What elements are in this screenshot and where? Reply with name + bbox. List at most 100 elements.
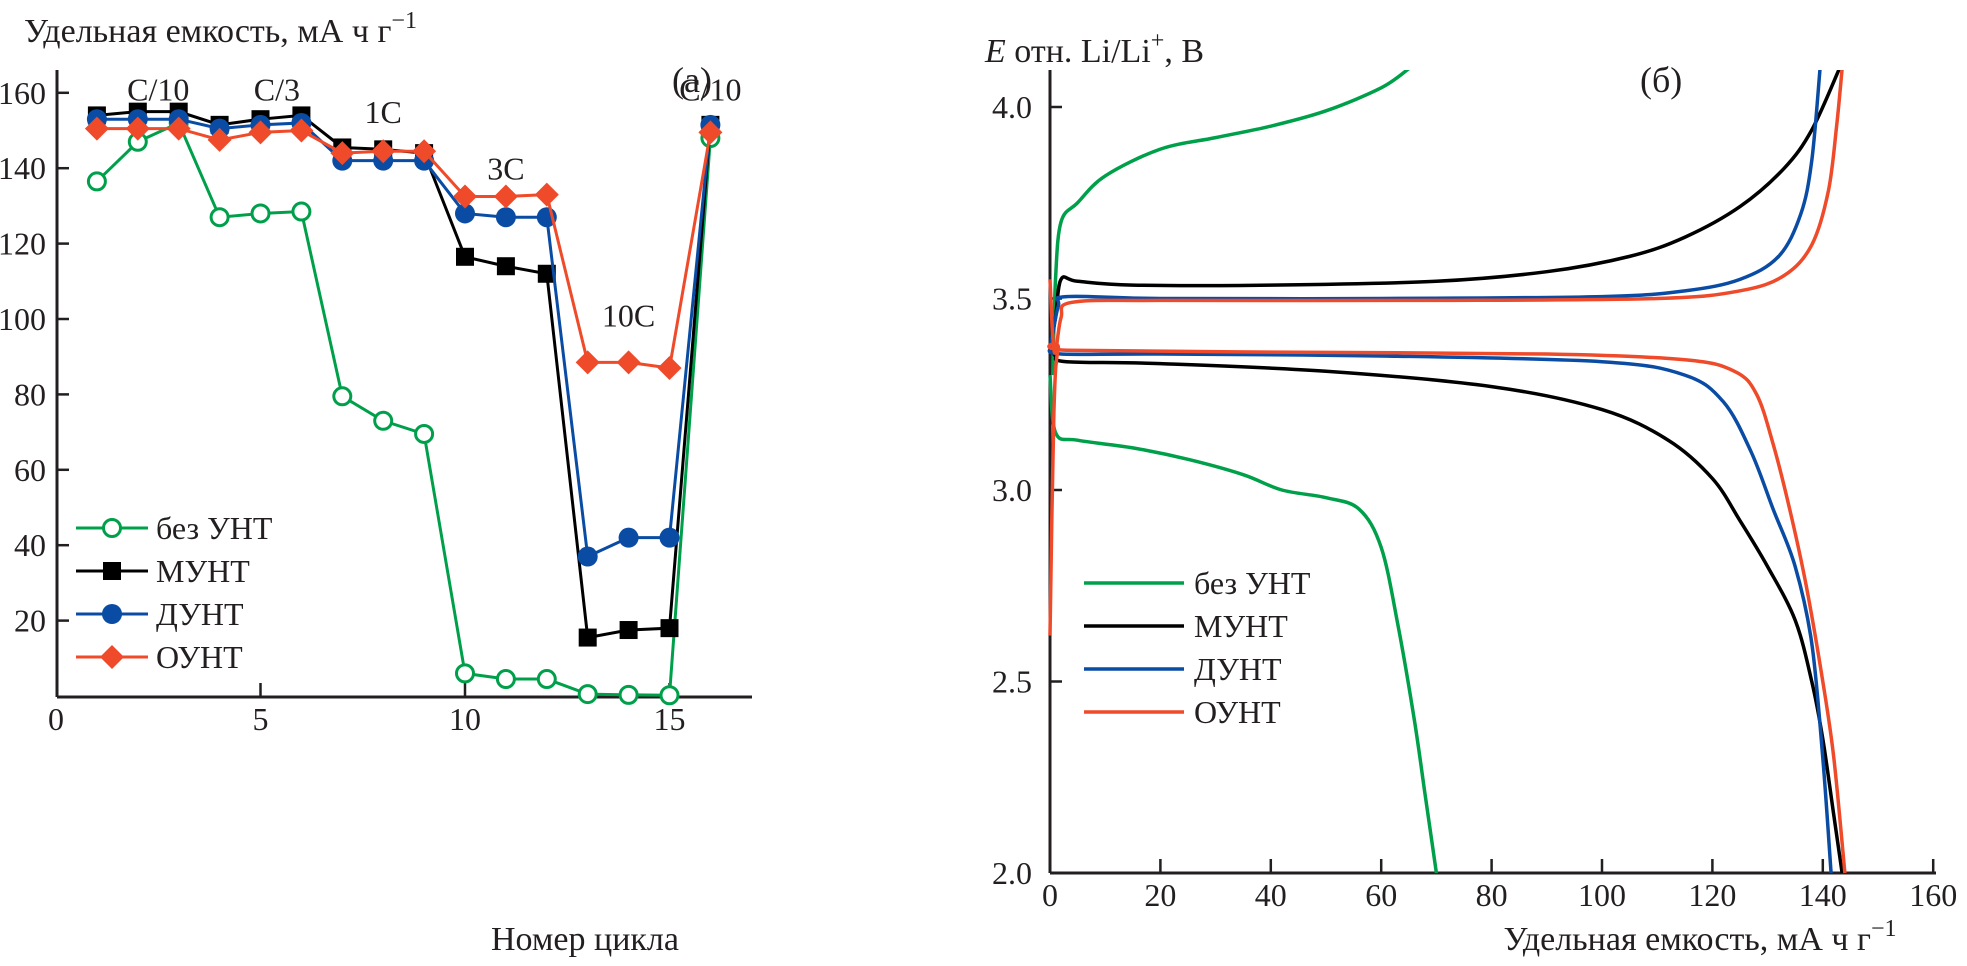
data-point: [209, 207, 230, 228]
panel-a-ylabel-sup: −1: [391, 8, 417, 34]
y-tick-label: 4.0: [992, 89, 1032, 125]
charge-curve: [1048, 70, 1844, 355]
data-point: [84, 116, 109, 141]
legend-item-оунт: ОУНТ: [1084, 694, 1281, 730]
data-point: [577, 546, 598, 567]
x-tick-label: 15: [654, 701, 686, 737]
data-point: [495, 669, 516, 690]
panel-a-xlabel: Номер цикла: [491, 921, 679, 958]
data-point: [698, 120, 723, 145]
y-tick-label: 2.0: [992, 855, 1032, 891]
data-point: [493, 184, 518, 209]
rate-annotation-c-10: C/10: [127, 71, 189, 107]
legend-label: МУНТ: [1194, 608, 1288, 644]
data-point: [86, 171, 107, 192]
legend-marker: [102, 518, 122, 538]
panel-a-rate-annotations: C/10 C/3 1C 3C 10C C/10: [127, 71, 741, 333]
panel-b-series: [1047, 70, 1847, 874]
panel-b-xlabel-sup: −1: [1871, 916, 1897, 942]
y-tick-label: 40: [14, 527, 46, 563]
legend-item-мунт: МУНТ: [1084, 608, 1288, 644]
series-без-унт: [86, 112, 721, 706]
data-point: [455, 203, 475, 224]
panel-b-y-ticks: 2.0 2.5 3.0 3.5 4.0: [992, 89, 1062, 891]
legend-label: МУНТ: [156, 553, 250, 589]
data-point: [248, 120, 273, 145]
y-tick-label: 2.5: [992, 664, 1032, 700]
data-point: [455, 663, 475, 684]
data-point: [534, 182, 559, 207]
charge-curve: [1051, 70, 1410, 376]
series-оунт: [1047, 70, 1847, 874]
data-point: [453, 184, 477, 209]
x-tick-label: 5: [253, 701, 269, 737]
legend-marker: [100, 645, 124, 669]
legend-item-дунт: ДУНТ: [76, 596, 244, 632]
data-point: [578, 628, 597, 647]
panel-a-rate-capability: Удельная емкость, мА ч г−1 (а) 20 40 60 80 1…: [0, 8, 752, 958]
data-point: [659, 527, 680, 548]
panel-b-ylabel-e: E: [984, 33, 1006, 70]
data-point: [291, 201, 312, 222]
legend-marker: [102, 604, 122, 624]
data-point: [577, 684, 598, 705]
panel-b-xlabel-main: Удельная емкость, мА ч г: [1504, 921, 1871, 958]
data-point: [496, 257, 515, 276]
legend-label: без УНТ: [156, 510, 273, 546]
rate-annotation-c-10: C/10: [679, 71, 741, 107]
data-point: [330, 141, 355, 166]
legend-marker: [103, 562, 121, 580]
rate-annotation-10c: 10C: [602, 298, 655, 334]
data-point: [250, 203, 271, 224]
data-point: [207, 127, 232, 152]
panel-a-y-ticks: 20 40 60 80 100 120 140 160: [0, 75, 69, 639]
rate-annotation-c-3: C/3: [254, 71, 300, 107]
legend-label: без УНТ: [1194, 565, 1311, 601]
panel-a-x-ticks: 0 5 10 15: [48, 683, 686, 737]
rate-annotation-3c: 3C: [487, 151, 524, 187]
legend-item-мунт: МУНТ: [76, 553, 250, 589]
x-tick-label: 160: [1909, 877, 1957, 913]
y-tick-label: 3.0: [992, 472, 1032, 508]
series-line: [96, 127, 712, 370]
data-point: [659, 685, 680, 706]
panel-b-charge-discharge: E отн. Li/Li+, В (б) 2.0 2.5 3.0 3.5 4.0 0 20…: [984, 28, 1957, 958]
data-point: [166, 116, 191, 141]
data-point: [289, 118, 314, 143]
data-point: [536, 669, 557, 690]
panel-b-ylabel: E отн. Li/Li+, В: [984, 28, 1204, 70]
x-tick-label: 20: [1144, 877, 1176, 913]
charge-curve: [1048, 70, 1822, 349]
data-point: [414, 423, 435, 444]
legend-label: ДУНТ: [156, 596, 244, 632]
panel-b-ylabel-suffix: , В: [1164, 33, 1204, 70]
data-point: [618, 684, 639, 705]
panel-a-ylabel-main: Удельная емкость, мА ч г: [24, 13, 391, 50]
panel-b-legend: без УНТ МУНТ ДУНТ ОУНТ: [1084, 565, 1311, 730]
y-tick-label: 140: [0, 150, 46, 186]
legend-item-без-унт: без УНТ: [1084, 565, 1311, 601]
series-дунт: [1047, 70, 1833, 874]
panel-b-xlabel: Удельная емкость, мА ч г−1: [1504, 916, 1897, 958]
charge-curve: [1048, 70, 1841, 349]
panel-a-label: (а): [672, 60, 712, 100]
data-point: [125, 116, 150, 141]
panel-a-series: [84, 102, 723, 706]
rate-annotation-1c: 1C: [365, 94, 402, 130]
x-tick-label: 40: [1255, 877, 1287, 913]
x-tick-label: 10: [449, 701, 481, 737]
series-мунт: [1048, 70, 1844, 874]
panel-b-label: (б): [1640, 60, 1682, 100]
data-point: [537, 264, 556, 283]
legend-item-без-унт: без УНТ: [76, 510, 273, 546]
discharge-curve: [1048, 374, 1439, 874]
data-point: [332, 386, 353, 407]
y-tick-label: 80: [14, 376, 46, 412]
data-point: [575, 350, 600, 375]
y-tick-label: 3.5: [992, 281, 1032, 317]
x-tick-label: 100: [1578, 877, 1626, 913]
legend-item-дунт: ДУНТ: [1084, 651, 1282, 687]
x-tick-label: 120: [1688, 877, 1736, 913]
discharge-curve: [1047, 346, 1833, 874]
